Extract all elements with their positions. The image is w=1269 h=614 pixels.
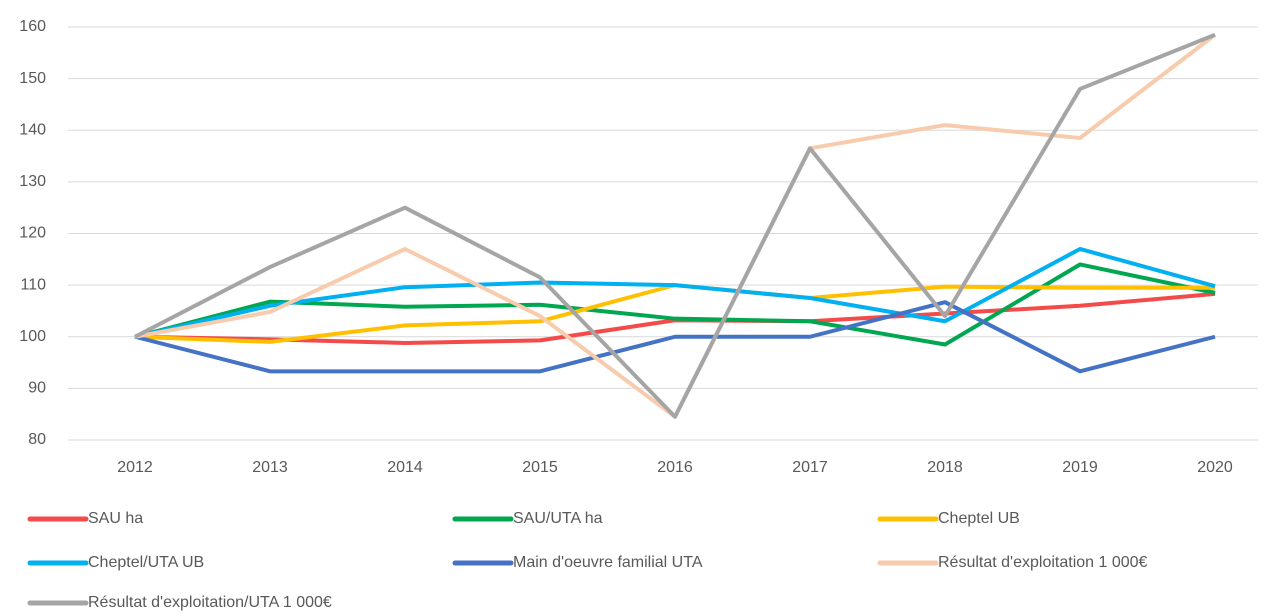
series-line	[134, 246, 1216, 339]
series-line	[134, 283, 1215, 344]
y-tick-label: 120	[19, 225, 46, 242]
legend-label: SAU ha	[88, 510, 143, 527]
x-tick-label: 2018	[927, 459, 963, 476]
x-tick-label: 2020	[1197, 459, 1233, 476]
y-tick-label: 150	[19, 70, 46, 87]
x-tick-label: 2019	[1062, 459, 1098, 476]
x-tick-label: 2017	[792, 459, 828, 476]
series-line	[134, 32, 1216, 419]
legend-label: Résultat d'exploitation 1 000€	[938, 554, 1148, 571]
x-tick-label: 2012	[117, 459, 153, 476]
y-tick-label: 90	[28, 380, 46, 397]
y-tick-label: 160	[19, 18, 46, 35]
y-tick-label: 100	[19, 328, 46, 345]
y-tick-label: 80	[28, 431, 46, 448]
legend-label: Cheptel UB	[938, 510, 1020, 527]
x-tick-label: 2013	[252, 459, 288, 476]
series-line	[134, 300, 1216, 374]
legend-label: Résultat d'exploitation/UTA 1 000€	[88, 594, 332, 611]
legend-label: Main d'oeuvre familial UTA	[513, 554, 703, 571]
x-tick-label: 2015	[522, 459, 558, 476]
x-tick-label: 2014	[387, 459, 423, 476]
legend-label: Cheptel/UTA UB	[88, 554, 204, 571]
legend-label: SAU/UTA ha	[513, 510, 603, 527]
x-tick-label: 2016	[657, 459, 693, 476]
series-line	[134, 262, 1216, 347]
y-tick-label: 110	[20, 276, 46, 293]
y-tick-label: 130	[19, 173, 46, 190]
y-tick-label: 140	[19, 121, 46, 138]
